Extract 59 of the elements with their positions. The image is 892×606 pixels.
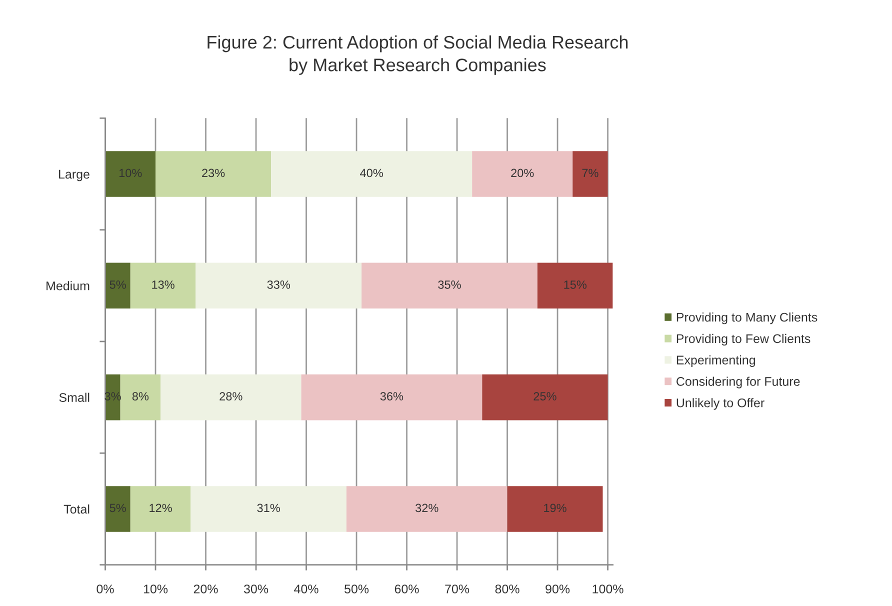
y-tick-label: Small bbox=[59, 392, 90, 402]
bar bbox=[472, 151, 573, 197]
data-label: 33% bbox=[267, 280, 290, 289]
y-tick-label: Large bbox=[59, 170, 90, 182]
x-tick-label: 100% bbox=[592, 584, 624, 594]
x-tick-label: 50% bbox=[344, 584, 369, 594]
bar bbox=[346, 486, 508, 532]
bar bbox=[156, 151, 272, 197]
legend-label: Experimenting bbox=[676, 355, 756, 367]
legend-label: Unlikely to Offer bbox=[676, 398, 764, 410]
bar bbox=[160, 374, 302, 420]
x-tick-label: 60% bbox=[394, 584, 419, 594]
legend-label: Providing to Many Clients bbox=[676, 312, 818, 324]
x-tick-label: 20% bbox=[194, 584, 218, 594]
x-tick-label: 70% bbox=[445, 584, 470, 594]
bar bbox=[130, 486, 191, 532]
data-label: 7% bbox=[582, 168, 598, 178]
data-label: 36% bbox=[380, 392, 404, 400]
data-label: 8% bbox=[132, 392, 149, 400]
legend-label: Providing to Few Clients bbox=[676, 334, 810, 346]
data-label: 23% bbox=[202, 168, 225, 178]
data-label: 5% bbox=[110, 504, 126, 512]
x-tick-label: 30% bbox=[244, 584, 268, 594]
bar bbox=[105, 262, 130, 309]
data-label: 5% bbox=[110, 280, 126, 289]
bar bbox=[130, 262, 196, 309]
bar bbox=[482, 374, 608, 420]
data-label: 15% bbox=[564, 280, 587, 289]
x-tick-label: 0% bbox=[96, 584, 114, 594]
bar bbox=[190, 486, 346, 532]
data-label: 20% bbox=[511, 168, 534, 178]
x-tick-label: 10% bbox=[144, 584, 168, 594]
bar bbox=[537, 262, 613, 309]
chart-title: Figure 2: Current Adoption of Social Media Research by Market Research Companies bbox=[208, 35, 628, 75]
bar bbox=[271, 151, 472, 197]
data-label: 28% bbox=[220, 392, 242, 400]
x-tick-label: 40% bbox=[294, 584, 318, 594]
data-label: 13% bbox=[152, 280, 174, 289]
x-tick-label: 90% bbox=[546, 584, 570, 594]
data-label: 12% bbox=[150, 504, 172, 512]
bar bbox=[572, 151, 608, 197]
data-label: 35% bbox=[438, 280, 461, 289]
data-label: 32% bbox=[416, 504, 438, 512]
data-label: 10% bbox=[119, 168, 142, 178]
x-tick-label: 80% bbox=[495, 584, 520, 594]
bar bbox=[196, 262, 362, 309]
data-label: 31% bbox=[257, 504, 280, 512]
bar bbox=[507, 486, 603, 532]
y-tick-label: Medium bbox=[46, 281, 90, 290]
bar bbox=[105, 486, 130, 532]
legend-label: Considering for Future bbox=[676, 376, 800, 388]
bar bbox=[362, 262, 538, 309]
bar bbox=[120, 374, 161, 420]
y-tick-label: Total bbox=[64, 504, 90, 514]
data-label: 19% bbox=[544, 504, 566, 512]
data-label: 40% bbox=[360, 168, 383, 178]
bar bbox=[105, 151, 156, 197]
data-label: 25% bbox=[534, 392, 556, 400]
bar bbox=[301, 374, 482, 420]
